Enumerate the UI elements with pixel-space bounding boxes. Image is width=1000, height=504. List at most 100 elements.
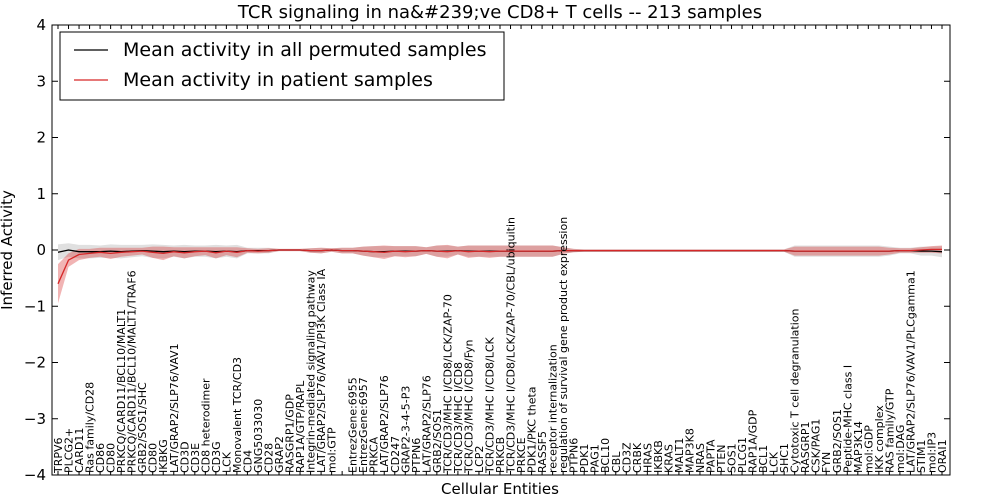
x-tick-label: LAT/GRAP2/SLP76: [420, 375, 433, 473]
x-tick-label: TCR/CD3/MHC I/CD8/LCK/ZAP-70/CBL/ubiquit…: [505, 217, 518, 474]
x-tick-label: MALT1: [673, 438, 686, 473]
y-tick-label: 3: [36, 72, 46, 90]
x-tick-label: RAP1A/GTP/RAPL: [294, 380, 307, 473]
x-tick-label: MAP3K8: [683, 428, 696, 473]
x-tick-label: LCK: [220, 451, 233, 473]
x-tick-label: RAP1A/GDP: [747, 409, 760, 473]
x-tick-label: CBL: [610, 451, 623, 473]
y-tick-label: 0: [36, 241, 46, 259]
legend-label-permuted: Mean activity in all permuted samples: [123, 39, 486, 61]
x-tick-label: FYN: [820, 452, 833, 473]
x-tick-label: BCL1: [757, 445, 770, 473]
x-tick-label: RASSF5: [536, 431, 549, 473]
x-tick-label: IKK complex: [873, 405, 886, 473]
x-tick-label: CD247: [389, 436, 402, 473]
x-tick-label: mol:DAG: [894, 425, 907, 473]
x-tick-label: mol:IP3: [926, 432, 939, 473]
x-tick-label: LAT/GRAP2/SLP76/VAV1/PLCgamma1: [904, 270, 917, 473]
x-tick-label: SHC1: [778, 443, 791, 473]
x-tick-label: PRKCQ/CARD11/BCL10/MALT1/TRAF6: [126, 270, 139, 473]
y-tick-label: −2: [24, 354, 46, 372]
x-tick-label: mol:GTP: [326, 427, 339, 473]
x-tick-label: LCK: [768, 451, 781, 473]
x-tick-label: PRKCE: [515, 437, 528, 473]
x-tick-label: Peptide-MHC class I: [841, 365, 854, 473]
x-tick-label: CD3Z: [620, 442, 633, 473]
x-tick-label: IKBKB: [652, 440, 665, 473]
x-tick-label: CD86: [94, 443, 107, 473]
x-tick-label: CARD11: [73, 428, 86, 473]
x-tick-label: CSK/PAG1: [810, 419, 823, 473]
x-tick-label: CD80: [147, 443, 160, 473]
y-tick-label: 2: [36, 129, 46, 147]
x-tick-label: PTPN6: [568, 438, 581, 473]
x-tick-label: Ras family/CD28: [84, 382, 97, 473]
x-tick-label: CD80: [105, 443, 118, 473]
x-tick-label: CD28: [263, 443, 276, 473]
x-tick-label: PLCG1: [736, 437, 749, 473]
x-tick-label: PRKCA: [368, 436, 381, 473]
x-tick-label: KRAS: [662, 444, 675, 473]
x-tick-label: STIM1: [915, 440, 928, 473]
x-tick-label: GRB2/SOS1/SHC: [136, 382, 149, 473]
x-tick-label: IKBKG: [157, 439, 170, 473]
x-tick-label: PDK1/PKC theta: [526, 386, 539, 473]
series-line-patient: [57, 248, 942, 285]
y-tick-label: −3: [24, 410, 46, 428]
x-tick-label: ORAI1: [936, 439, 949, 473]
x-tick-label: LAT/GRAP2/SLP76/VAV1/PI3K Class IA: [315, 268, 328, 473]
x-tick-label: CD4: [241, 450, 254, 473]
legend: Mean activity in all permuted samples Me…: [59, 31, 505, 101]
patient-error-band: [58, 244, 942, 304]
x-tick-label: GRAP2-3-4-5-P3: [399, 386, 412, 473]
y-tick-label: −4: [24, 466, 46, 484]
x-tick-label: Integrin-mediated signaling pathway: [305, 270, 318, 473]
x-tick-label: TCR/CD3/MHC I/CD8/Fyn: [462, 339, 475, 474]
x-tick-label: Monovalent TCR/CD3: [231, 357, 244, 473]
x-axis-label: Cellular Entities: [441, 480, 559, 498]
y-axis-label: Inferred Activity: [0, 190, 16, 310]
x-tick-label: PRKCB: [494, 437, 507, 473]
x-tick-label: TCR/CD3/MHC I/CD8: [452, 362, 465, 474]
legend-label-patient: Mean activity in patient samples: [123, 69, 433, 91]
y-tick-label: −1: [24, 297, 46, 315]
x-tick-label: CD3G: [210, 441, 223, 473]
x-tick-label: BCL10: [599, 438, 612, 473]
x-tick-label: CRBK: [631, 442, 644, 473]
x-tick-label: PLCG2+: [63, 428, 76, 473]
x-tick-label: EntrezGene:6955: [347, 377, 360, 473]
x-tick-label: GRAP2: [273, 436, 286, 473]
x-tick-label: PDK1: [578, 444, 591, 473]
x-tick-label: TCR/CD3/MHC I/CD8/LCK/ZAP-70: [441, 294, 454, 474]
x-tick-label: RAS family/GTP: [883, 388, 896, 473]
x-tick-label: Cytotoxic T cell degranulation: [789, 308, 802, 473]
x-tick-label: RASGRP1: [799, 421, 812, 473]
x-tick-label: LCP2: [473, 446, 486, 473]
chart-title: TCR signaling in na&#239;ve CD8+ T cells…: [237, 2, 762, 23]
x-tick-label: MAP3K14: [852, 421, 865, 473]
x-tick-label: HRAS: [641, 443, 654, 473]
x-tick-label: GNG5033030: [252, 399, 265, 473]
x-tick-label: GRB2/SOS1: [431, 409, 444, 473]
x-tick-label: CD3E: [189, 443, 202, 473]
y-tick-label: 1: [36, 185, 46, 203]
x-tick-label: mol:GDP: [862, 425, 875, 473]
y-tick-label: 4: [36, 16, 46, 34]
x-tick-label: PAPTA: [705, 439, 718, 473]
x-tick-label: LAT/GRAP2/SLP76: [378, 375, 391, 473]
x-tick-label: regulation of survival gene product expr…: [557, 217, 570, 473]
x-tick-label: CD3D: [178, 441, 191, 473]
x-tick-label: GRB2/SOS1: [831, 409, 844, 473]
x-tick-label: CD8 heterodimer: [199, 378, 212, 473]
x-tick-label: TCR/CD3/MHC I/CD8/LCK: [484, 336, 497, 474]
x-tick-label: LAT/GRAP2/SLP76/VAV1: [168, 343, 181, 473]
y-axis-ticks: −4 −3 −2 −1 0 1 2 3 4: [24, 16, 950, 484]
x-tick-label: RASGRP1/GDP: [284, 394, 297, 473]
x-tick-label: receptor internalization: [547, 344, 560, 473]
x-tick-label: NRAS: [694, 443, 707, 473]
x-tick-label: EntrezGene:6957: [357, 377, 370, 473]
